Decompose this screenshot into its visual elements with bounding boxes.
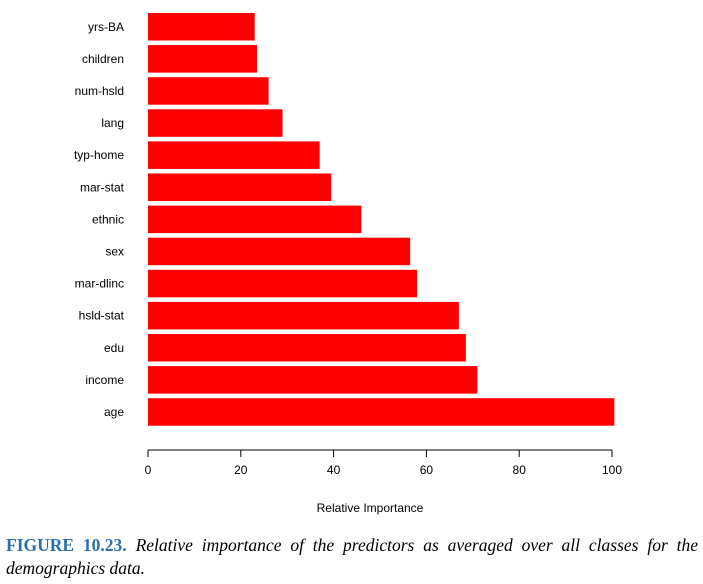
x-tick-label-100: 100: [602, 463, 622, 477]
category-labels: yrs-BA children num-hsld lang typ-home mar-st…: [74, 20, 125, 419]
x-tick-label-40: 40: [327, 463, 341, 477]
bar-hsld-stat: [148, 301, 459, 330]
figure-caption-text: Relative importance of the predictors as…: [6, 535, 699, 578]
bar-mar-dlinc: [148, 269, 418, 298]
x-tick-label-20: 20: [234, 463, 248, 477]
bar-edu: [148, 334, 466, 362]
bar-typ-home: [148, 141, 320, 169]
category-label-typ-home: typ-home: [74, 148, 124, 162]
category-label-children: children: [82, 52, 124, 66]
category-label-age: age: [104, 405, 124, 419]
x-tick-label-60: 60: [420, 463, 434, 477]
category-label-hsld-stat: hsld-stat: [79, 309, 125, 323]
bar-mar-stat: [148, 173, 332, 201]
category-label-ethnic: ethnic: [92, 212, 124, 226]
bar-yrs-BA: [148, 13, 255, 41]
category-label-lang: lang: [101, 116, 124, 130]
category-label-yrs-BA: yrs-BA: [88, 20, 124, 34]
bar-ethnic: [148, 205, 362, 234]
bar-income: [148, 366, 478, 394]
bar-lang: [148, 109, 283, 137]
figure-number: FIGURE 10.23.: [6, 535, 127, 555]
bar-age: [148, 398, 615, 426]
bar-chart: yrs-BA children num-hsld lang typ-home mar-st…: [74, 13, 622, 515]
category-label-mar-dlinc: mar-dlinc: [75, 277, 124, 291]
category-label-mar-stat: mar-stat: [80, 180, 125, 194]
category-label-edu: edu: [104, 341, 124, 355]
category-label-num-hsld: num-hsld: [75, 84, 124, 98]
bar-num-hsld: [148, 77, 269, 105]
bar-children: [148, 45, 258, 73]
bars-group: [148, 13, 615, 426]
figure-caption: FIGURE 10.23. Relative importance of the…: [6, 534, 698, 580]
category-label-sex: sex: [105, 244, 124, 258]
category-label-income: income: [85, 373, 124, 387]
x-tick-label-80: 80: [513, 463, 527, 477]
x-axis-ticks: 0 20 40 60 80 100: [145, 450, 622, 477]
x-axis-label: Relative Importance: [317, 501, 424, 515]
bar-sex: [148, 237, 411, 266]
x-tick-label-0: 0: [145, 463, 152, 477]
